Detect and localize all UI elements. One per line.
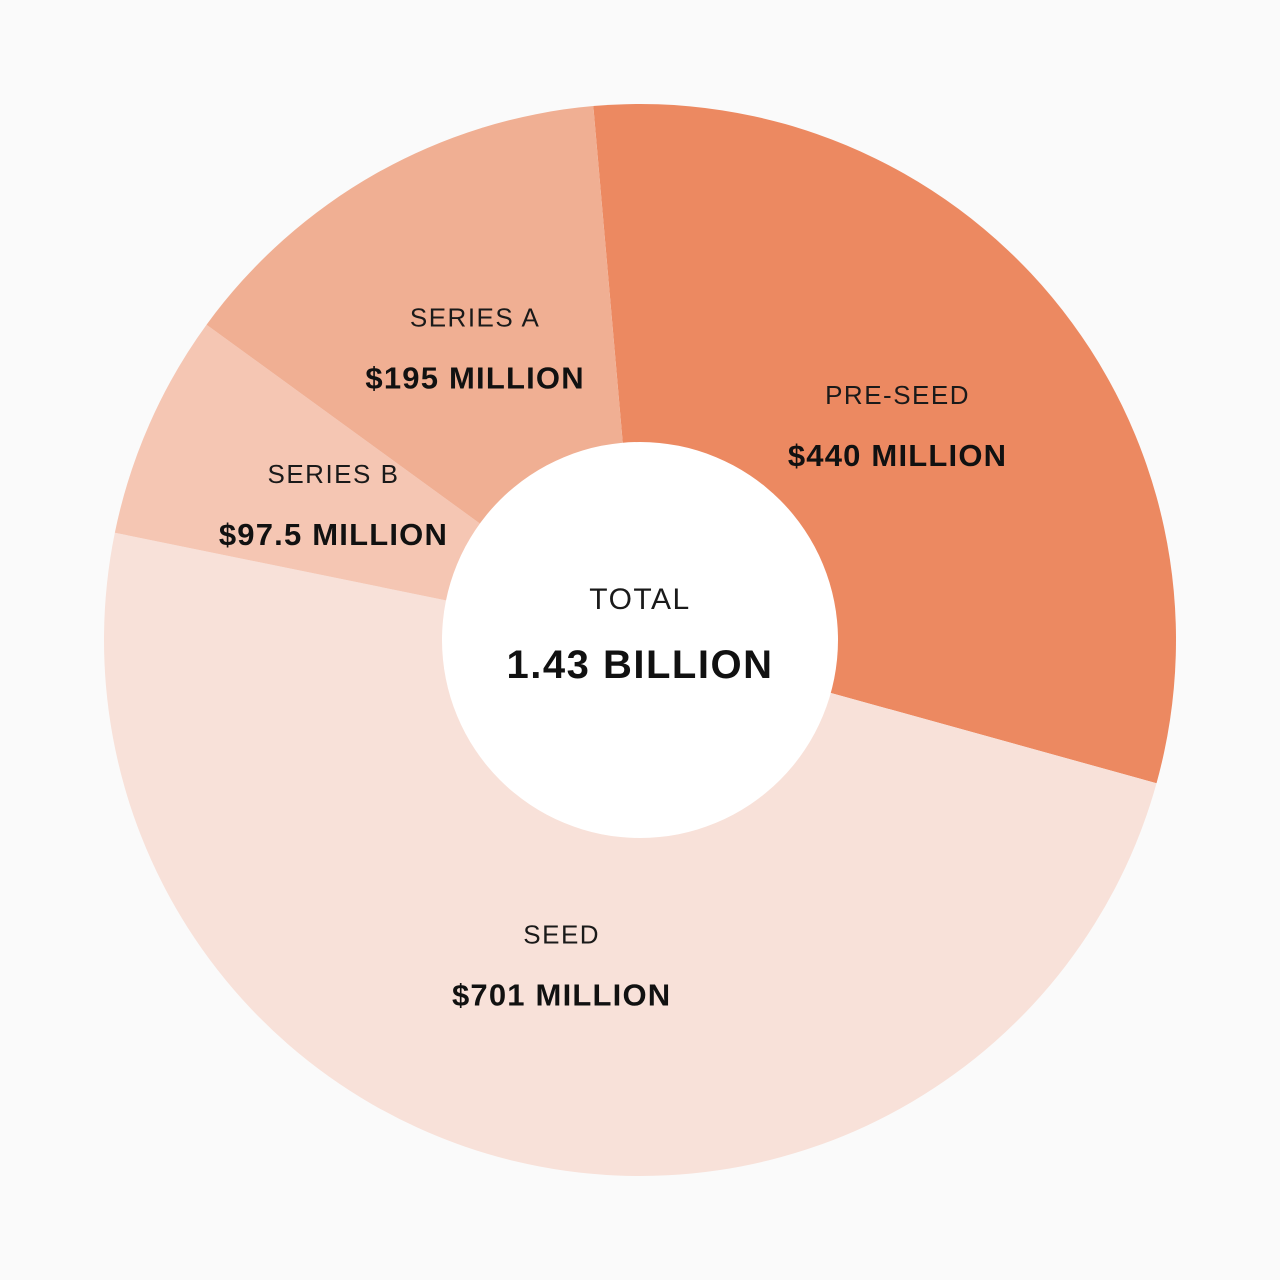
slice-value-seed: $701 MILLION bbox=[452, 978, 671, 1013]
slice-value-series-a: $195 MILLION bbox=[365, 360, 584, 395]
slice-label-series-b: SERIES B bbox=[267, 459, 399, 489]
slice-value-series-b: $97.5 MILLION bbox=[219, 517, 448, 552]
slice-value-pre-seed: $440 MILLION bbox=[788, 438, 1007, 473]
labels-layer: PRE-SEED $440 MILLION SEED $701 MILLION SERI… bbox=[219, 302, 1007, 1013]
center-total-label: TOTAL bbox=[589, 583, 690, 616]
center-total-value: 1.43 BILLION bbox=[507, 643, 774, 687]
slice-label-series-a: SERIES A bbox=[410, 302, 541, 332]
slice-label-seed: SEED bbox=[523, 920, 600, 950]
slice-label-pre-seed: PRE-SEED bbox=[825, 380, 970, 410]
slice-seed bbox=[103, 532, 1157, 1177]
center-hole bbox=[442, 442, 838, 838]
